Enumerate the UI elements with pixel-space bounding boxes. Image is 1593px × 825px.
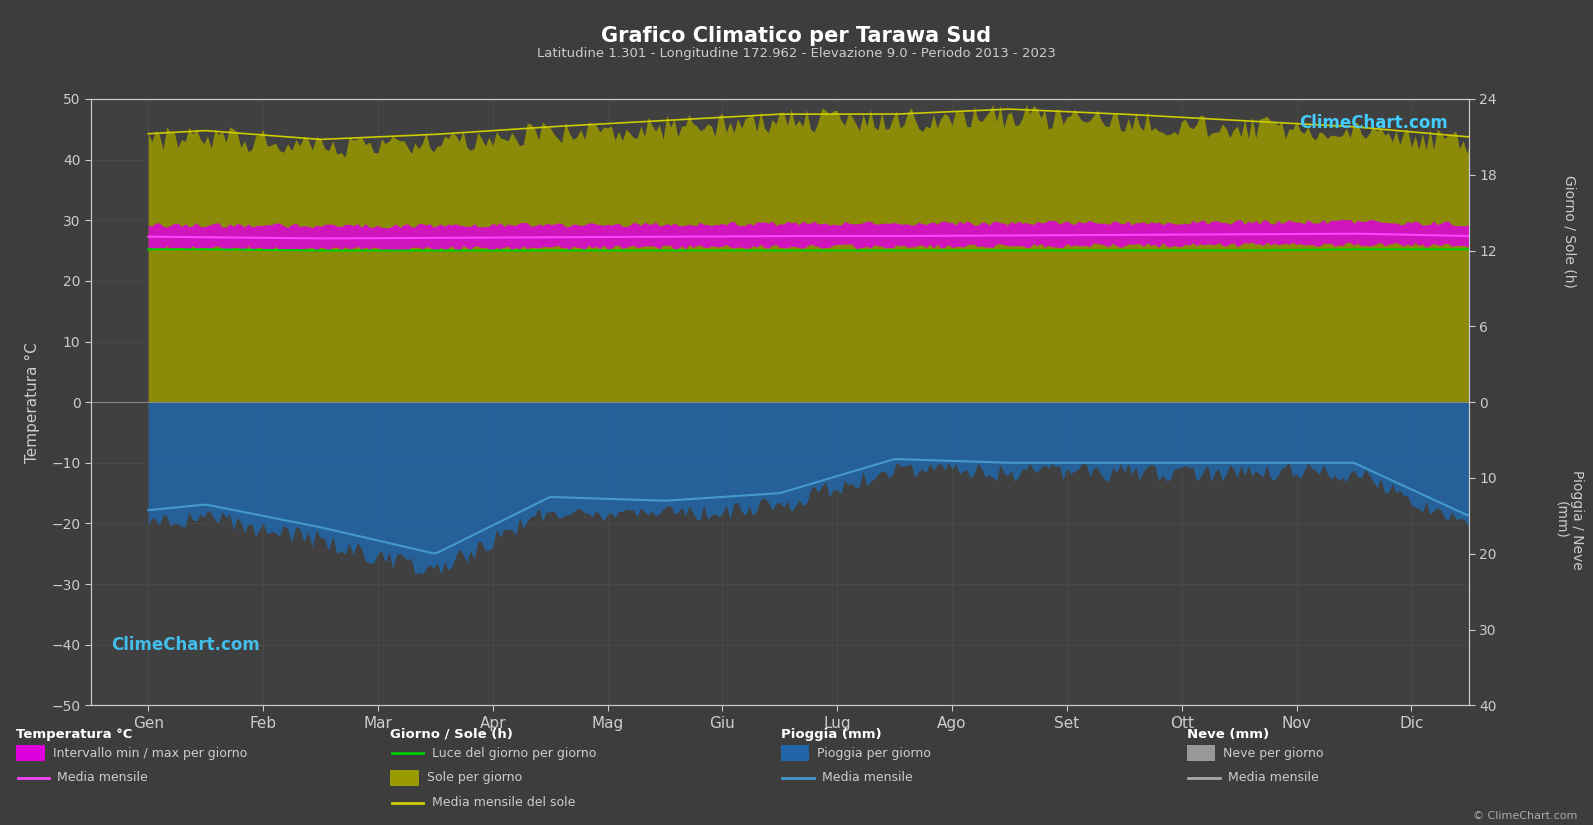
- Text: Media mensile: Media mensile: [57, 771, 148, 785]
- Text: ClimeChart.com: ClimeChart.com: [1300, 114, 1448, 132]
- Text: © ClimeChart.com: © ClimeChart.com: [1472, 811, 1577, 821]
- Text: Media mensile del sole: Media mensile del sole: [432, 796, 575, 809]
- Text: Media mensile: Media mensile: [1228, 771, 1319, 785]
- Text: ClimeChart.com: ClimeChart.com: [112, 635, 260, 653]
- Text: Pioggia / Neve
(mm): Pioggia / Neve (mm): [1555, 470, 1583, 569]
- Text: Media mensile: Media mensile: [822, 771, 913, 785]
- Text: Luce del giorno per giorno: Luce del giorno per giorno: [432, 747, 596, 760]
- Text: Giorno / Sole (h): Giorno / Sole (h): [390, 728, 513, 741]
- Text: Grafico Climatico per Tarawa Sud: Grafico Climatico per Tarawa Sud: [602, 26, 991, 46]
- Text: Pioggia (mm): Pioggia (mm): [781, 728, 881, 741]
- Y-axis label: Temperatura °C: Temperatura °C: [25, 342, 40, 463]
- Text: Sole per giorno: Sole per giorno: [427, 771, 523, 785]
- Text: Latitudine 1.301 - Longitudine 172.962 - Elevazione 9.0 - Periodo 2013 - 2023: Latitudine 1.301 - Longitudine 172.962 -…: [537, 47, 1056, 60]
- Text: Neve (mm): Neve (mm): [1187, 728, 1270, 741]
- Text: Neve per giorno: Neve per giorno: [1223, 747, 1324, 760]
- Text: Intervallo min / max per giorno: Intervallo min / max per giorno: [53, 747, 247, 760]
- Text: Temperatura °C: Temperatura °C: [16, 728, 132, 741]
- Text: Giorno / Sole (h): Giorno / Sole (h): [1563, 175, 1575, 287]
- Text: Pioggia per giorno: Pioggia per giorno: [817, 747, 930, 760]
